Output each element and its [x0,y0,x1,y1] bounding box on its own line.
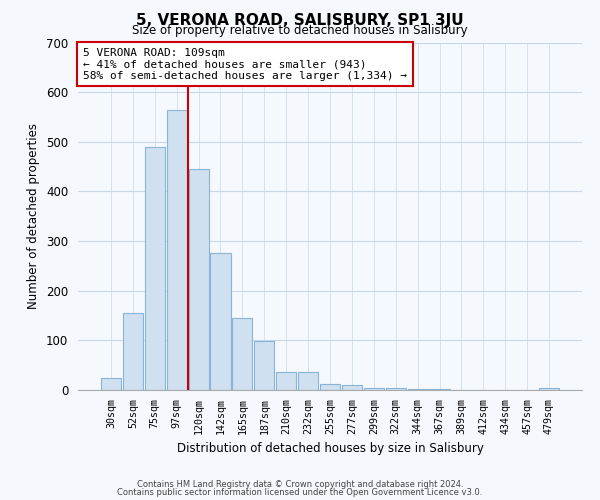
Bar [298,372,318,390]
Text: Size of property relative to detached houses in Salisbury: Size of property relative to detached ho… [132,24,468,37]
Bar [539,388,559,390]
Bar [145,147,165,390]
Bar [211,254,230,390]
Text: Contains HM Land Registry data © Crown copyright and database right 2024.: Contains HM Land Registry data © Crown c… [137,480,463,489]
Bar [430,389,449,390]
Y-axis label: Number of detached properties: Number of detached properties [28,123,40,309]
Bar [167,110,187,390]
Bar [364,388,384,390]
Text: 5, VERONA ROAD, SALISBURY, SP1 3JU: 5, VERONA ROAD, SALISBURY, SP1 3JU [136,12,464,28]
Bar [254,342,274,390]
Bar [123,313,143,390]
Bar [276,372,296,390]
Bar [101,378,121,390]
Bar [232,318,253,390]
Bar [342,385,362,390]
Bar [407,388,428,390]
Bar [188,169,209,390]
Text: 5 VERONA ROAD: 109sqm
← 41% of detached houses are smaller (943)
58% of semi-det: 5 VERONA ROAD: 109sqm ← 41% of detached … [83,48,407,81]
Bar [386,388,406,390]
X-axis label: Distribution of detached houses by size in Salisbury: Distribution of detached houses by size … [176,442,484,455]
Text: Contains public sector information licensed under the Open Government Licence v3: Contains public sector information licen… [118,488,482,497]
Bar [320,384,340,390]
